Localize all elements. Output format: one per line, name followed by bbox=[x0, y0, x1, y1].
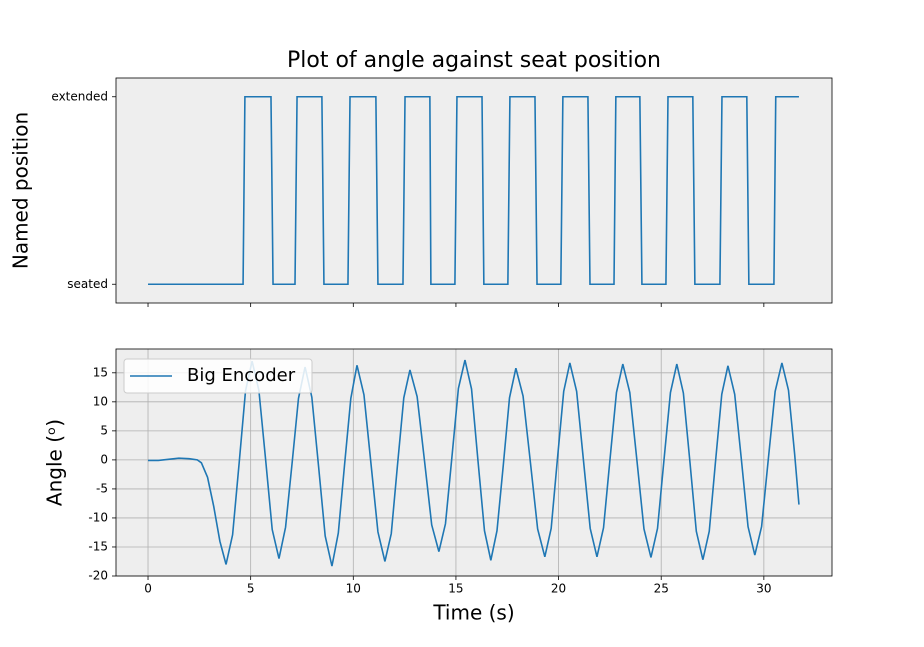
y-tick-label: 15 bbox=[93, 365, 108, 379]
legend-box bbox=[123, 358, 313, 394]
x-tick-label: 25 bbox=[654, 582, 669, 596]
y-tick-label: seated bbox=[67, 277, 108, 291]
chart-title: Plot of angle against seat position bbox=[287, 48, 661, 73]
legend-label: Big Encoder bbox=[187, 365, 296, 386]
y-tick-label: 5 bbox=[100, 423, 108, 437]
data-line bbox=[148, 359, 800, 567]
plot-frame bbox=[115, 77, 833, 304]
y-tick-label: -5 bbox=[96, 481, 108, 495]
plot-area bbox=[116, 78, 832, 303]
x-axis-label: Time (s) bbox=[432, 601, 514, 625]
x-tick-label: 0 bbox=[144, 582, 152, 596]
y-tick-label: 0 bbox=[100, 452, 108, 466]
y-tick-label: -10 bbox=[88, 510, 108, 524]
data-line bbox=[148, 95, 799, 286]
plot-frame bbox=[115, 348, 833, 577]
x-tick-label: 5 bbox=[247, 582, 255, 596]
y-tick-label: 10 bbox=[93, 394, 108, 408]
x-tick-label: 20 bbox=[551, 582, 566, 596]
y-tick-label: -15 bbox=[88, 539, 108, 553]
y-tick-label: extended bbox=[51, 89, 108, 103]
y-axis-label: Named position bbox=[9, 112, 33, 269]
x-tick-label: 15 bbox=[448, 582, 463, 596]
x-tick-label: 30 bbox=[756, 582, 771, 596]
y-tick-label: -20 bbox=[88, 569, 108, 583]
y-axis-label: Angle (ᵒ) bbox=[43, 419, 67, 506]
x-tick-label: 10 bbox=[346, 582, 361, 596]
